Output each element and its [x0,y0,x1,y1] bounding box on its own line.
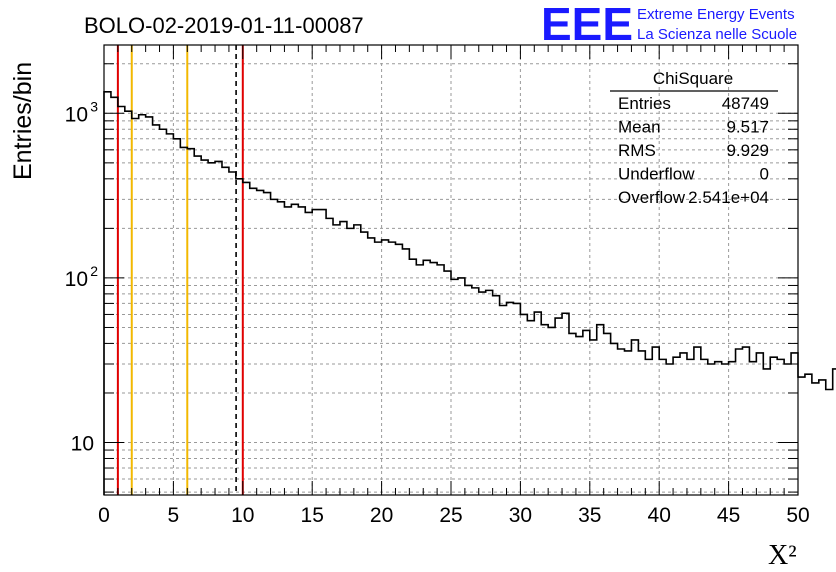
y-tick-label: 10 [71,433,94,456]
x-axis-label: X² [768,540,797,571]
stats-value: 9.929 [726,141,769,160]
x-tick-label: 35 [578,504,601,527]
stats-title: ChiSquare [653,69,733,88]
x-tick-label: 30 [509,504,532,527]
grid-lines [103,45,799,495]
stats-value: 9.517 [726,118,769,137]
stats-value: 0 [760,165,769,184]
logo-acronym: EEE [541,0,633,50]
y-tick-label: 10 [65,103,88,126]
stats-label: Overflow [618,188,686,207]
chart-title: BOLO-02-2019-01-11-00087 [84,13,364,38]
y-tick-label-exponent: 3 [90,98,98,114]
stats-value: 48749 [722,94,769,113]
reference-lines [116,45,244,495]
x-tick-label: 0 [98,504,110,527]
stats-label: Entries [618,94,671,113]
x-tick-label: 40 [648,504,671,527]
y-axis-label: Entries/bin [9,62,37,180]
x-tick-label: 45 [717,504,740,527]
x-tick-labels: 0 5 10 15 20 25 30 35 40 45 50 [98,504,810,527]
logo-line-1: Extreme Energy Events [637,6,795,23]
y-tick-label-exponent: 2 [90,263,98,279]
stats-label: Mean [618,118,661,137]
logo-line-2: La Scienza nelle Scuole [637,26,797,43]
eee-logo: EEE Extreme Energy Events La Scienza nel… [541,0,797,50]
stats-value: 2.541e+04 [688,188,769,207]
x-tick-label: 50 [786,504,809,527]
x-tick-label: 5 [168,504,180,527]
axis-ticks [103,45,799,495]
stats-label: Underflow [618,165,695,184]
x-tick-label: 10 [231,504,254,527]
stats-label: RMS [618,141,656,160]
y-tick-label: 10 [65,268,88,291]
x-tick-label: 15 [301,504,324,527]
stats-box: ChiSquare Entries 48749 Mean 9.517 RMS 9.929 U… [610,69,778,207]
x-tick-label: 20 [370,504,393,527]
x-tick-label: 25 [439,504,462,527]
